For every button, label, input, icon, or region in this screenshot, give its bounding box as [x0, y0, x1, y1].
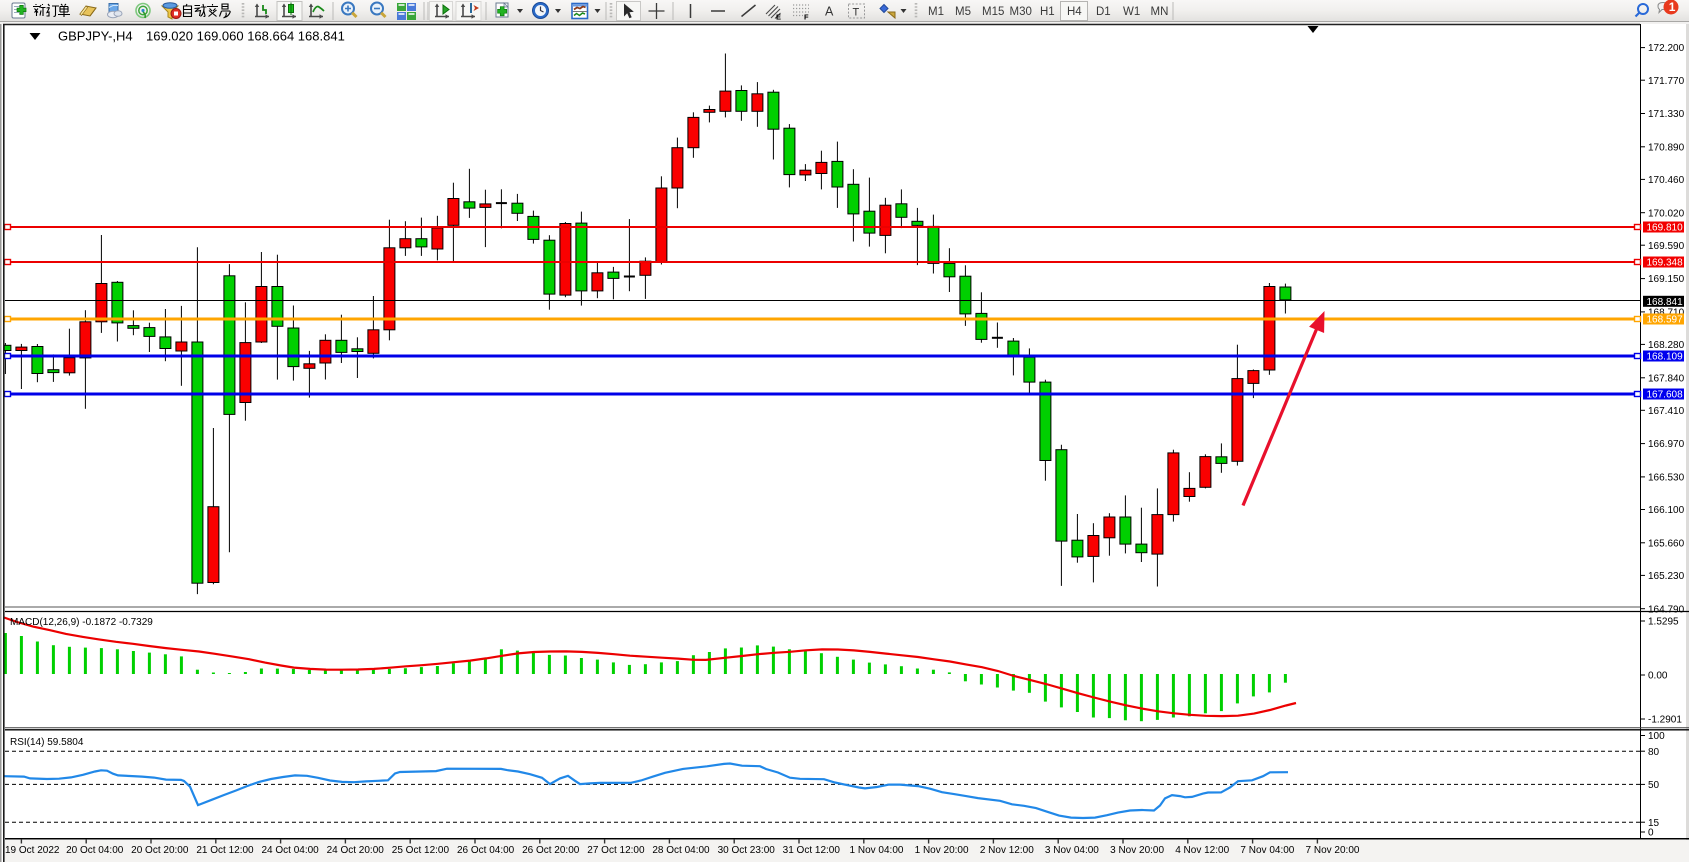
svg-text:167.608: 167.608	[1647, 390, 1684, 401]
svg-text:167.410: 167.410	[1648, 406, 1685, 417]
svg-text:24 Oct 04:00: 24 Oct 04:00	[261, 845, 319, 856]
svg-text:MN: MN	[1151, 6, 1169, 18]
svg-text:27 Oct 12:00: 27 Oct 12:00	[587, 845, 645, 856]
svg-text:E: E	[776, 13, 781, 22]
svg-text:GBPJPY-,H4: GBPJPY-,H4	[58, 29, 133, 44]
svg-text:A: A	[825, 5, 834, 19]
svg-text:MACD(12,26,9) -0.1872 -0.7329: MACD(12,26,9) -0.1872 -0.7329	[10, 617, 153, 628]
svg-text:20 Oct 04:00: 20 Oct 04:00	[66, 845, 124, 856]
svg-text:M5: M5	[955, 6, 971, 18]
svg-text:-1.2901: -1.2901	[1648, 715, 1682, 726]
svg-text:M30: M30	[1010, 6, 1032, 18]
svg-text:1 Nov 04:00: 1 Nov 04:00	[850, 845, 904, 856]
svg-text:171.330: 171.330	[1648, 109, 1685, 120]
svg-text:50: 50	[1648, 780, 1660, 791]
svg-text:24 Oct 20:00: 24 Oct 20:00	[327, 845, 385, 856]
svg-text:W1: W1	[1123, 6, 1140, 18]
svg-text:169.150: 169.150	[1648, 274, 1685, 285]
svg-text:1 Nov 20:00: 1 Nov 20:00	[915, 845, 969, 856]
svg-text:170.020: 170.020	[1648, 208, 1685, 219]
svg-text:7 Nov 20:00: 7 Nov 20:00	[1306, 845, 1360, 856]
svg-text:M15: M15	[982, 6, 1004, 18]
svg-text:168.710: 168.710	[1648, 308, 1685, 319]
svg-text:166.100: 166.100	[1648, 505, 1685, 516]
svg-text:H4: H4	[1067, 6, 1082, 18]
svg-text:21 Oct 12:00: 21 Oct 12:00	[196, 845, 254, 856]
svg-text:1.5295: 1.5295	[1648, 617, 1679, 628]
svg-text:0: 0	[1648, 828, 1654, 839]
svg-text:100: 100	[1648, 731, 1665, 742]
svg-text:169.590: 169.590	[1648, 241, 1685, 252]
svg-text:T: T	[853, 7, 860, 19]
svg-text:20 Oct 20:00: 20 Oct 20:00	[131, 845, 189, 856]
svg-text:0.00: 0.00	[1648, 671, 1668, 682]
svg-text:30 Oct 23:00: 30 Oct 23:00	[718, 845, 776, 856]
svg-text:169.810: 169.810	[1647, 223, 1684, 234]
svg-text:28 Oct 04:00: 28 Oct 04:00	[652, 845, 710, 856]
svg-text:171.770: 171.770	[1648, 76, 1685, 87]
svg-text:26 Oct 04:00: 26 Oct 04:00	[457, 845, 515, 856]
svg-text:4 Nov 12:00: 4 Nov 12:00	[1175, 845, 1229, 856]
svg-text:166.970: 166.970	[1648, 439, 1685, 450]
svg-text:172.200: 172.200	[1648, 43, 1685, 54]
svg-text:3 Nov 04:00: 3 Nov 04:00	[1045, 845, 1099, 856]
svg-text:168.109: 168.109	[1647, 352, 1684, 363]
svg-text:165.660: 165.660	[1648, 538, 1685, 549]
svg-text:RSI(14) 59.5804: RSI(14) 59.5804	[10, 737, 84, 748]
svg-text:M1: M1	[928, 6, 944, 18]
svg-text:80: 80	[1648, 747, 1660, 758]
svg-text:19 Oct 2022: 19 Oct 2022	[5, 845, 60, 856]
svg-text:26 Oct 20:00: 26 Oct 20:00	[522, 845, 580, 856]
svg-text:170.890: 170.890	[1648, 142, 1685, 153]
svg-text:169.348: 169.348	[1647, 258, 1684, 269]
svg-text:15: 15	[1648, 818, 1660, 829]
svg-text:D1: D1	[1096, 6, 1111, 18]
svg-text:7 Nov 04:00: 7 Nov 04:00	[1240, 845, 1294, 856]
svg-text:167.840: 167.840	[1648, 373, 1685, 384]
svg-text:31 Oct 12:00: 31 Oct 12:00	[783, 845, 841, 856]
svg-text:170.460: 170.460	[1648, 175, 1685, 186]
svg-text:165.230: 165.230	[1648, 571, 1685, 582]
svg-text:F: F	[804, 13, 809, 22]
svg-text:166.530: 166.530	[1648, 473, 1685, 484]
svg-text:168.597: 168.597	[1647, 315, 1684, 326]
svg-text:H1: H1	[1040, 6, 1055, 18]
svg-text:1: 1	[1669, 0, 1676, 14]
svg-text:3 Nov 20:00: 3 Nov 20:00	[1110, 845, 1164, 856]
svg-text:25 Oct 12:00: 25 Oct 12:00	[392, 845, 450, 856]
svg-text:169.020 169.060 168.664 168.84: 169.020 169.060 168.664 168.841	[146, 29, 345, 44]
svg-text:168.280: 168.280	[1648, 340, 1685, 351]
svg-text:2 Nov 12:00: 2 Nov 12:00	[980, 845, 1034, 856]
svg-text:168.841: 168.841	[1647, 297, 1684, 308]
svg-text:164.790: 164.790	[1648, 604, 1685, 615]
